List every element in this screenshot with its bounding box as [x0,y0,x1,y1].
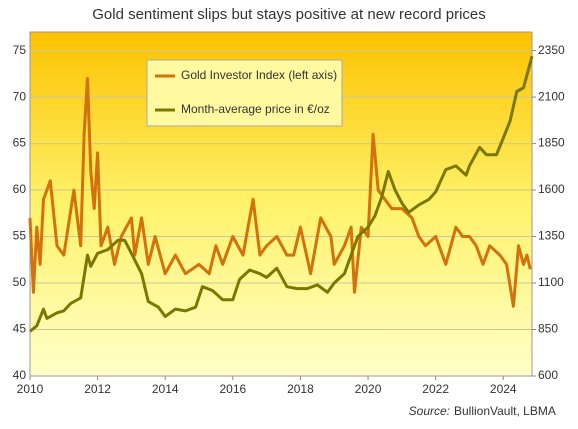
y2-tick-label: 1600 [538,182,565,196]
series-line [29,55,534,333]
y-tick-label: 50 [13,275,27,289]
y2-tick-label: 600 [538,368,558,382]
legend-label: Month-average price in €/oz [181,102,330,116]
y-tick-label: 70 [13,89,27,103]
x-tick-label: 2012 [84,382,111,396]
y-tick-label: 55 [13,229,27,243]
y-tick-label: 75 [13,43,27,57]
chart-title: Gold sentiment slips but stays positive … [92,6,486,23]
source-label: Source: [409,404,450,418]
x-tick-label: 2022 [422,382,449,396]
y-tick-label: 45 [13,322,27,336]
x-tick-label: 2024 [490,382,517,396]
y2-tick-label: 1850 [538,136,565,150]
legend-box [146,59,343,127]
plot-border [29,31,533,377]
y-tick-label: 65 [13,136,27,150]
series-line [28,77,532,308]
legend-label: Gold Investor Index (left axis) [181,68,337,82]
x-tick-label: 2010 [17,382,44,396]
x-tick-label: 2018 [287,382,314,396]
y2-tick-label: 1100 [538,275,564,289]
source: BullionVault, LBMA [454,404,556,418]
y2-tick-label: 2350 [538,43,565,57]
y2-tick-label: 850 [538,322,558,336]
y2-tick-label: 1350 [538,229,565,243]
y2-tick-label: 2100 [538,89,565,103]
y-tick-label: 40 [13,368,27,382]
x-tick-label: 2016 [219,382,246,396]
y-tick-label: 60 [13,182,27,196]
x-tick-label: 2014 [152,382,179,396]
x-tick-label: 2020 [355,382,382,396]
